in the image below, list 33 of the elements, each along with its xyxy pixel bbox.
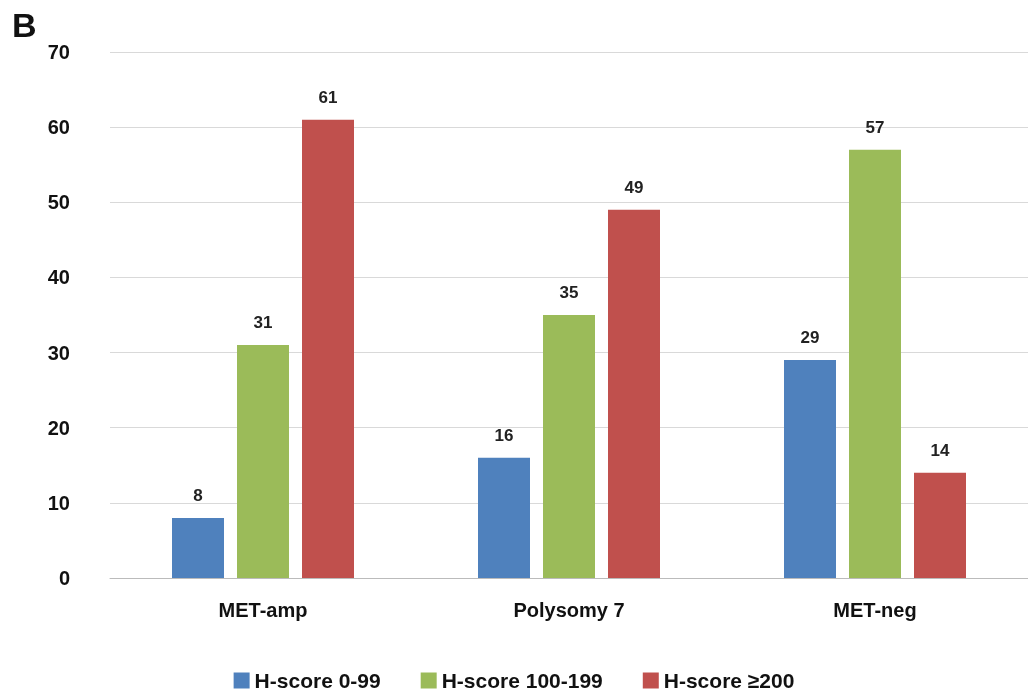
bar bbox=[914, 472, 966, 578]
x-tick-label: MET-amp bbox=[218, 599, 308, 621]
text: B bbox=[12, 6, 37, 44]
data-label: 35 bbox=[559, 283, 579, 302]
y-tick-label: 0 bbox=[58, 567, 70, 589]
bar bbox=[543, 315, 595, 578]
bar bbox=[478, 457, 530, 578]
data-label: 61 bbox=[318, 87, 338, 107]
bar bbox=[608, 209, 660, 578]
y-tick-label: 30 bbox=[47, 341, 70, 364]
y-tick-label: 50 bbox=[47, 191, 70, 214]
x-tick-label: Polysomy 7 bbox=[513, 599, 625, 621]
data-label: 31 bbox=[253, 313, 273, 333]
y-tick-label: 20 bbox=[47, 416, 70, 439]
data-label: 8 bbox=[193, 485, 203, 505]
legend-label: H-score ≥200 bbox=[663, 669, 795, 692]
data-label: 14 bbox=[930, 440, 950, 460]
y-tick-label: 40 bbox=[47, 266, 70, 289]
y-tick-label: 70 bbox=[47, 41, 70, 63]
x-tick-label: MET-neg bbox=[833, 599, 917, 621]
bar bbox=[784, 360, 836, 578]
y-tick-label: 60 bbox=[47, 116, 70, 139]
bar bbox=[849, 149, 901, 578]
y-tick-label: 10 bbox=[47, 491, 70, 514]
data-label: 16 bbox=[494, 425, 514, 445]
legend-label: H-score 0-99 bbox=[254, 669, 381, 692]
data-label: 29 bbox=[800, 328, 820, 348]
data-label: 57 bbox=[865, 117, 885, 137]
legend-label: H-score 100-199 bbox=[441, 669, 603, 692]
bar bbox=[237, 345, 289, 578]
bar bbox=[172, 517, 224, 578]
data-label: 49 bbox=[624, 177, 644, 197]
bar bbox=[302, 119, 354, 578]
